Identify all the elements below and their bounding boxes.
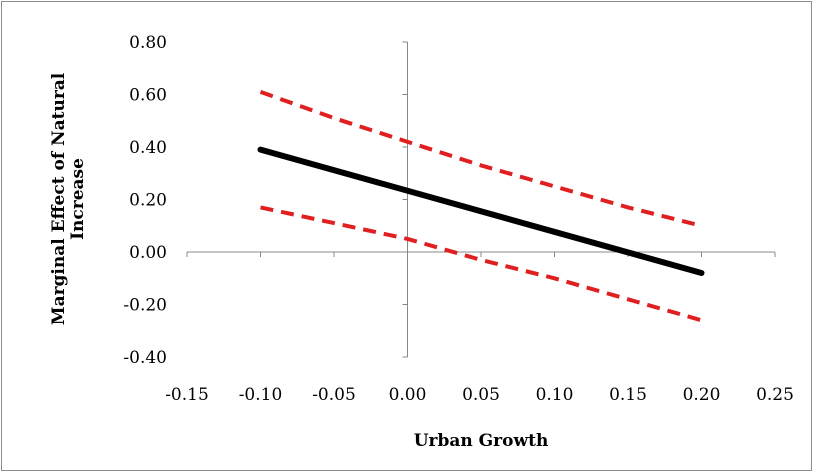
- x-tick-label: -0.05: [312, 385, 356, 405]
- y-tick-label: 0.00: [129, 243, 167, 263]
- tick-labels: -0.15 -0.10 -0.05 0.00 0.05 0.10 0.15 0.20 0.25 0…: [123, 33, 794, 405]
- y-axis-title-line-2: Increase: [68, 158, 88, 240]
- lower-bound-line: [260, 205, 703, 323]
- y-tick-label: -0.40: [123, 348, 167, 368]
- x-tick-label: 0.20: [683, 385, 721, 405]
- y-tick-label: 0.80: [129, 33, 167, 53]
- y-tick-label: 0.20: [129, 191, 167, 211]
- marginal-effect-line: [257, 146, 705, 276]
- x-tick-label: 0.00: [389, 385, 427, 405]
- series-group: [257, 90, 705, 323]
- upper-bound-line: [259, 90, 702, 228]
- x-tick-label: -0.10: [239, 385, 283, 405]
- axes: [186, 41, 776, 358]
- x-tick-label: 0.25: [756, 385, 794, 405]
- x-tick-label: 0.05: [462, 385, 500, 405]
- x-tick-label: -0.15: [165, 385, 209, 405]
- y-axis-title-line-1: Marginal Effect of Natural: [49, 72, 69, 325]
- y-axis-title: Marginal Effect of Natural Increase: [49, 72, 88, 325]
- y-tick-label: 0.60: [129, 86, 167, 106]
- y-tick-label: 0.40: [129, 138, 167, 158]
- y-tick-label: -0.20: [123, 296, 167, 316]
- x-tick-label: 0.10: [536, 385, 574, 405]
- x-axis-title: Urban Growth: [414, 431, 549, 451]
- x-tick-label: 0.15: [609, 385, 647, 405]
